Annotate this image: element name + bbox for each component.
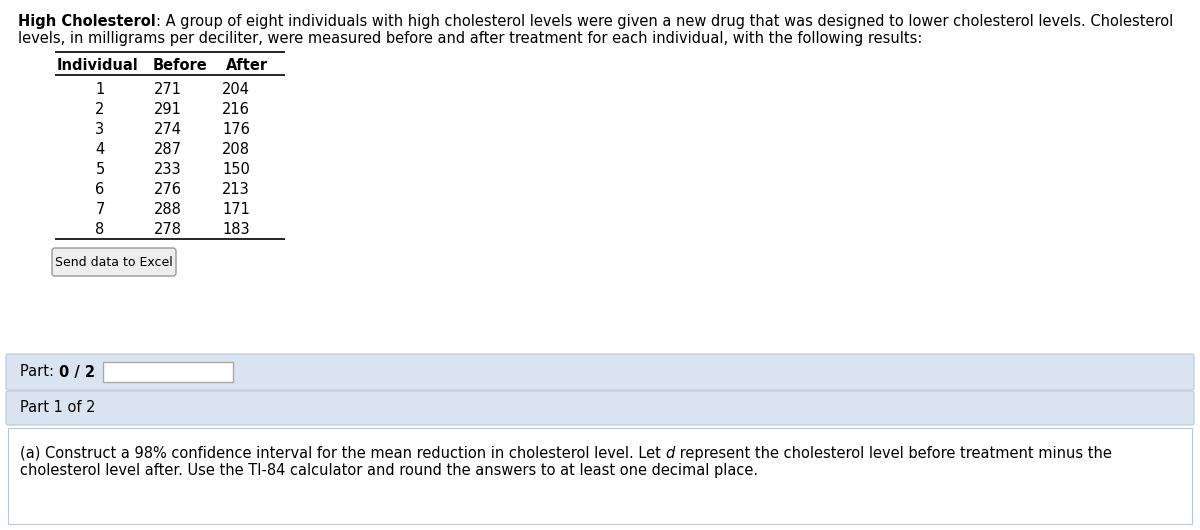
- Text: High Cholesterol: High Cholesterol: [18, 14, 156, 29]
- Text: 276: 276: [154, 181, 182, 197]
- Text: 171: 171: [222, 201, 250, 216]
- Text: represent the cholesterol level before treatment minus the: represent the cholesterol level before t…: [674, 446, 1111, 461]
- Text: After: After: [226, 58, 268, 73]
- FancyBboxPatch shape: [6, 391, 1194, 425]
- Text: d: d: [666, 446, 674, 461]
- Text: 150: 150: [222, 162, 250, 176]
- Text: 274: 274: [154, 121, 182, 137]
- Text: 4: 4: [95, 142, 104, 156]
- Text: High Cholesterol: High Cholesterol: [18, 14, 156, 29]
- Text: 3: 3: [96, 121, 104, 137]
- Text: levels, in milligrams per deciliter, were measured before and after treatment fo: levels, in milligrams per deciliter, wer…: [18, 31, 923, 46]
- Text: Part:: Part:: [20, 365, 59, 379]
- Text: 5: 5: [95, 162, 104, 176]
- Text: 176: 176: [222, 121, 250, 137]
- Text: 8: 8: [95, 222, 104, 236]
- Text: Part:: Part:: [20, 365, 59, 379]
- Text: 213: 213: [222, 181, 250, 197]
- Text: d: d: [666, 446, 674, 461]
- Text: 0 / 2: 0 / 2: [59, 365, 95, 379]
- Text: 233: 233: [154, 162, 182, 176]
- Text: 2: 2: [95, 102, 104, 117]
- Text: 208: 208: [222, 142, 250, 156]
- Text: 7: 7: [95, 201, 104, 216]
- Bar: [8, 428, 1192, 524]
- FancyBboxPatch shape: [6, 354, 1194, 390]
- Text: 204: 204: [222, 82, 250, 96]
- Text: Part 1 of 2: Part 1 of 2: [20, 401, 96, 416]
- Text: 288: 288: [154, 201, 182, 216]
- Text: 278: 278: [154, 222, 182, 236]
- Text: cholesterol level after. Use the TI-84 calculator and round the answers to at le: cholesterol level after. Use the TI-84 c…: [20, 463, 758, 478]
- Bar: [103, 362, 233, 382]
- Text: 287: 287: [154, 142, 182, 156]
- Text: (a) Construct a 98% confidence interval for the mean reduction in cholesterol le: (a) Construct a 98% confidence interval …: [20, 446, 666, 461]
- Text: 216: 216: [222, 102, 250, 117]
- Text: Before: Before: [154, 58, 208, 73]
- FancyBboxPatch shape: [52, 248, 176, 276]
- Text: (a) Construct a 98% confidence interval for the mean reduction in cholesterol le: (a) Construct a 98% confidence interval …: [20, 446, 666, 461]
- Text: 271: 271: [154, 82, 182, 96]
- Text: : A group of eight individuals with high cholesterol levels were given a new dru: : A group of eight individuals with high…: [156, 14, 1174, 29]
- Text: 6: 6: [95, 181, 104, 197]
- Text: 0 / 2: 0 / 2: [59, 365, 95, 379]
- Text: Send data to Excel: Send data to Excel: [55, 255, 173, 269]
- Text: Individual: Individual: [58, 58, 139, 73]
- Text: 183: 183: [222, 222, 250, 236]
- Text: 291: 291: [154, 102, 182, 117]
- Text: 1: 1: [95, 82, 104, 96]
